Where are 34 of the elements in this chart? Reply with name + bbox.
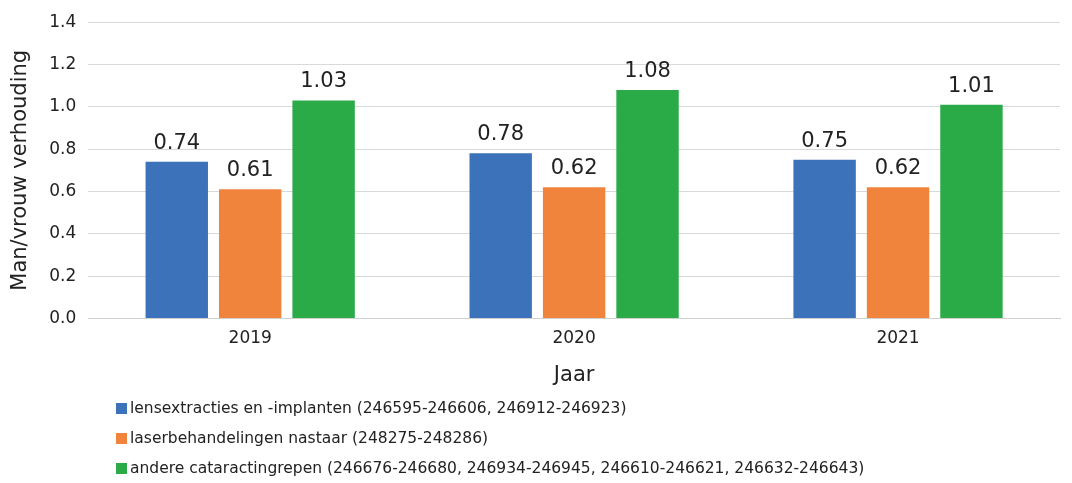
legend-label: andere cataractingrepen (246676-246680, 246934-246945, 246610-246621, 246632-246643)	[130, 459, 865, 477]
y-tick-label: 1.4	[49, 10, 77, 31]
x-tick-label: 2019	[228, 327, 272, 348]
bar	[145, 161, 208, 318]
y-tick-label: 0.8	[49, 137, 77, 158]
bar	[469, 153, 532, 318]
bar	[292, 100, 355, 318]
y-tick-label: 0.4	[49, 222, 77, 243]
legend-label: lensextracties en -implanten (246595-246606, 246912-246923)	[130, 399, 627, 417]
data-label: 1.08	[624, 57, 671, 82]
data-label: 0.74	[153, 129, 201, 154]
bar	[940, 104, 1003, 318]
y-tick-label: 0.6	[49, 179, 77, 200]
x-axis-title: Jaar	[551, 361, 595, 386]
bar	[866, 187, 930, 318]
data-label: 0.62	[874, 155, 922, 180]
data-label: 1.03	[300, 68, 347, 93]
y-tick-label: 1.2	[49, 52, 77, 73]
data-label: 0.75	[801, 127, 848, 152]
legend-label: laserbehandelingen nastaar (248275-248286)	[130, 429, 489, 447]
bar	[542, 187, 606, 318]
data-label: 0.61	[226, 157, 274, 182]
y-axis-title: Man/vrouw verhouding	[7, 49, 32, 291]
x-tick-label: 2021	[876, 327, 920, 348]
x-tick-label: 2020	[552, 327, 596, 348]
y-tick-label: 0.0	[49, 306, 77, 327]
bar	[793, 159, 856, 318]
y-tick-label: 0.2	[49, 264, 77, 285]
data-label: 0.62	[550, 155, 598, 180]
data-label: 1.01	[948, 72, 995, 97]
bar	[616, 89, 679, 318]
data-label: 0.78	[477, 121, 525, 146]
y-tick-label: 1.0	[49, 95, 77, 116]
bar	[218, 189, 282, 318]
